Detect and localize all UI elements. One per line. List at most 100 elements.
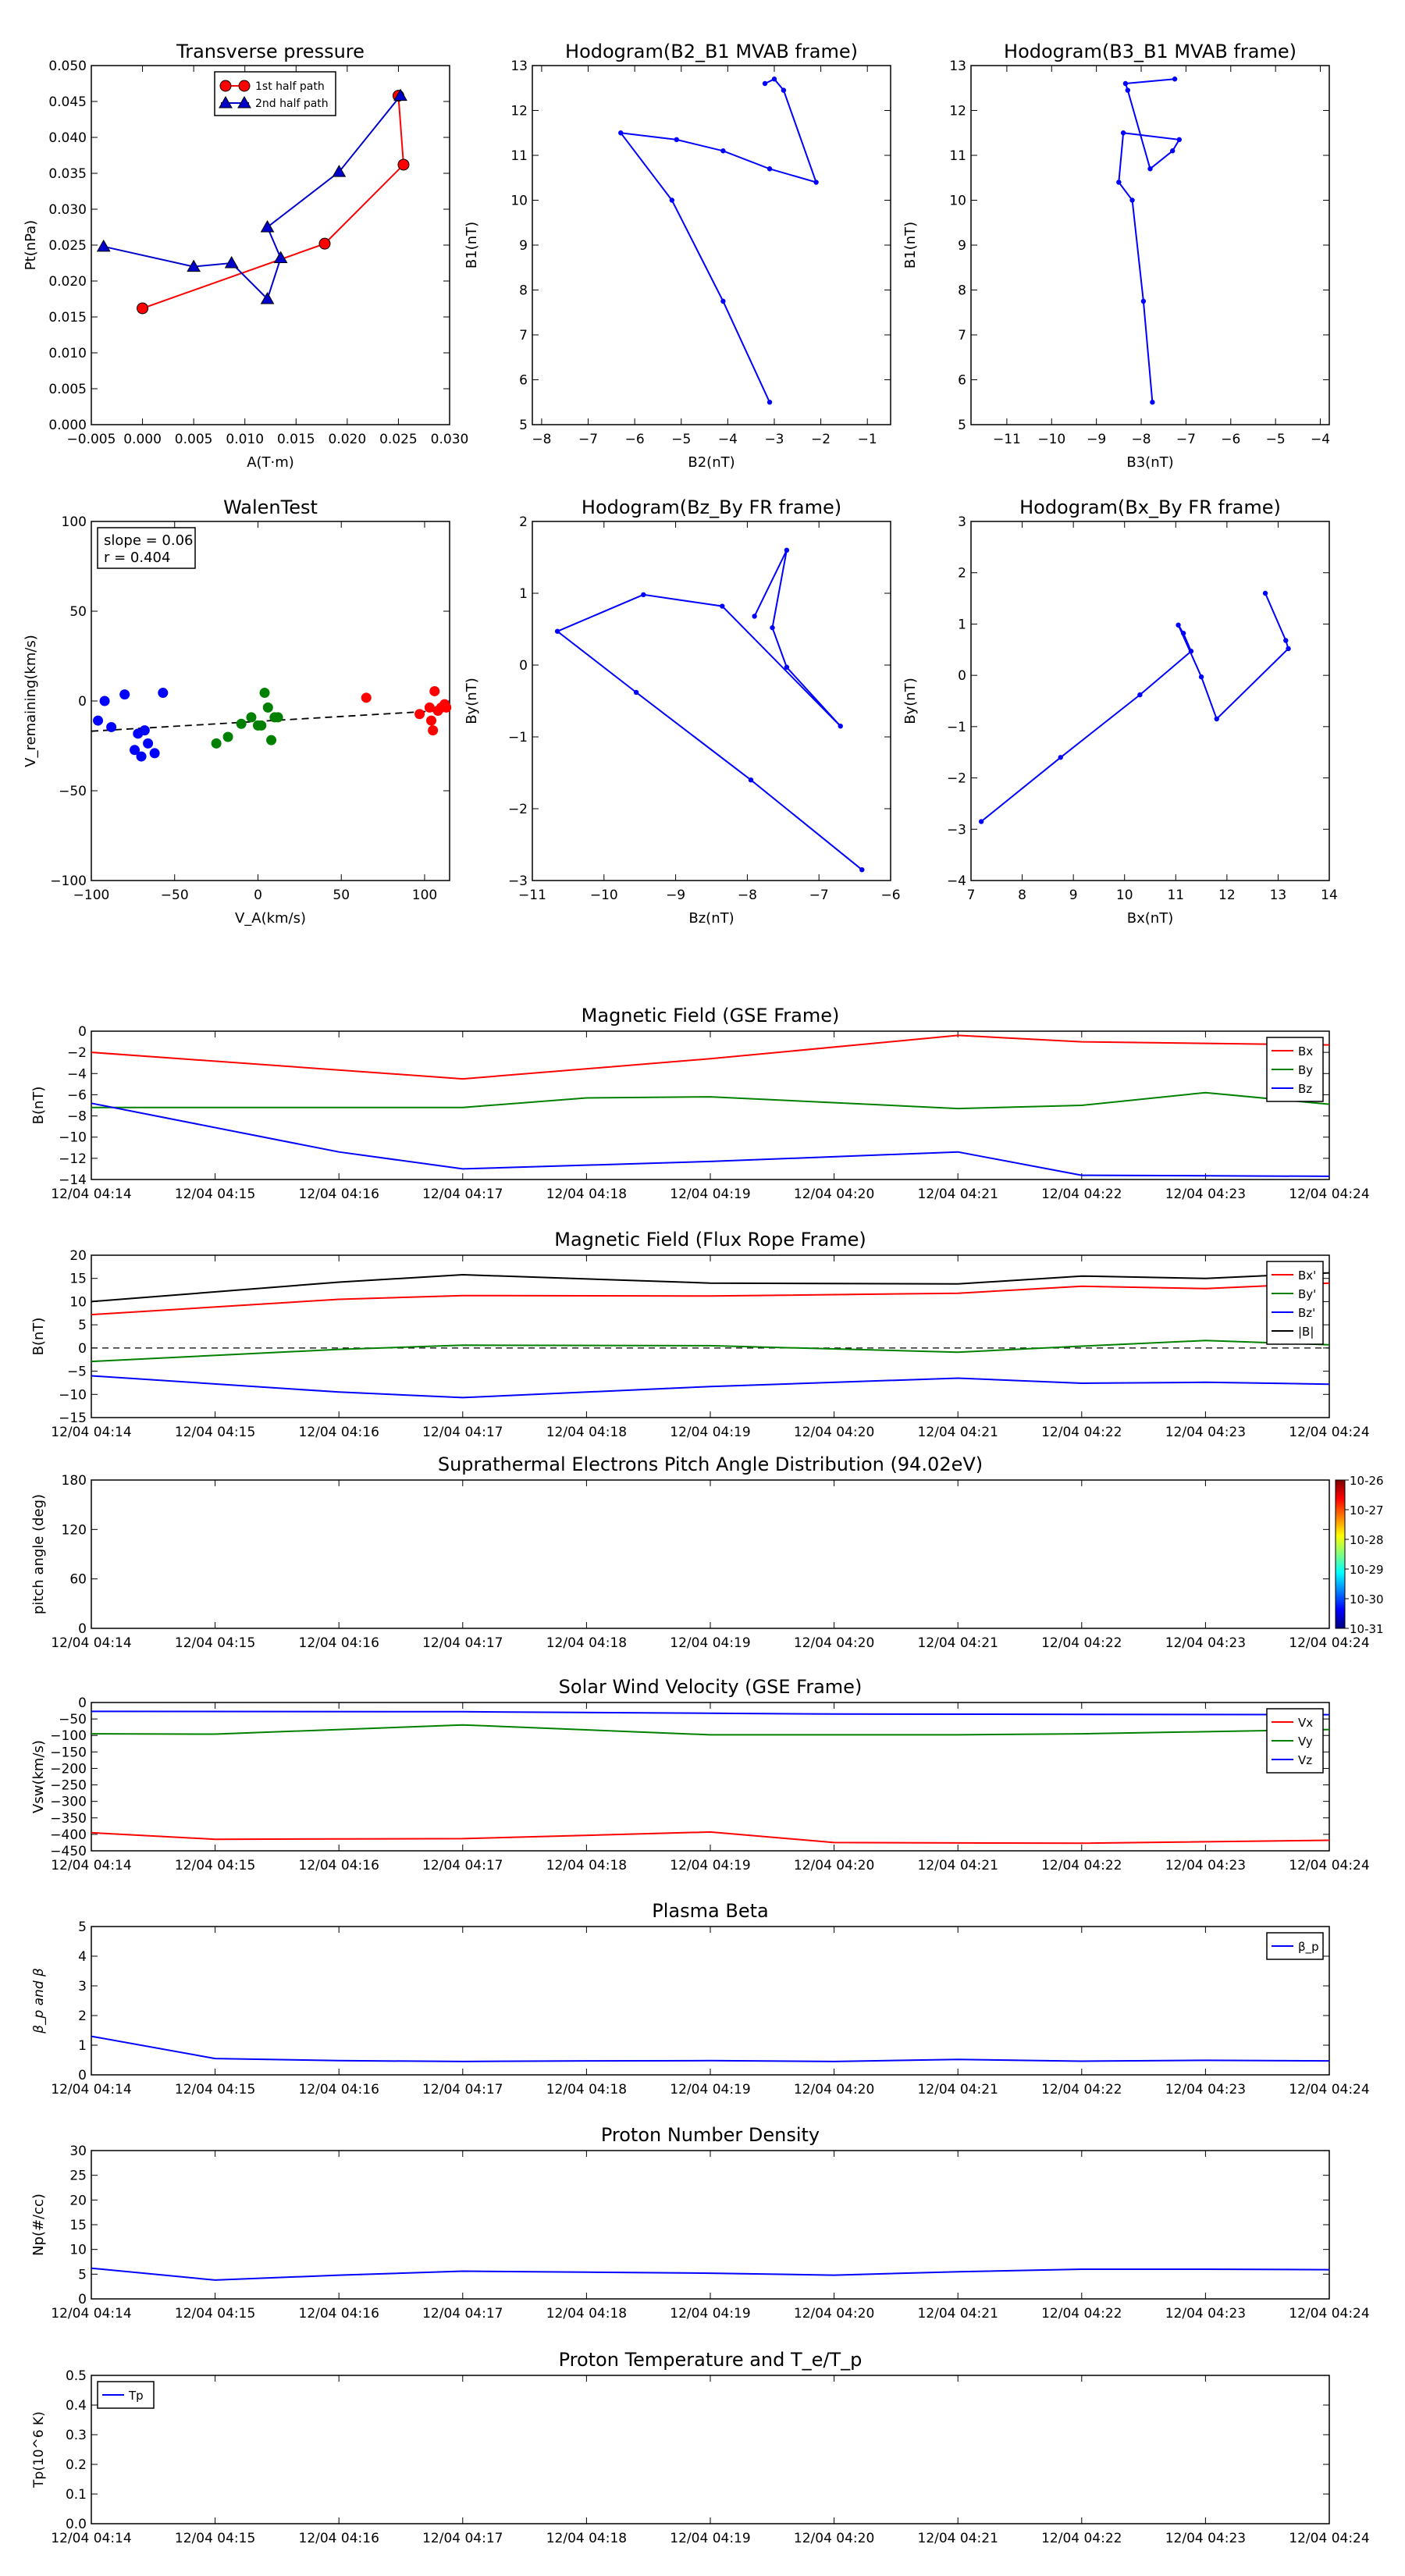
data-point [633, 689, 639, 696]
colorbar-label: 10-31 [1350, 1622, 1384, 1636]
x-tick-label: 12/04 04:20 [794, 1635, 874, 1651]
data-point [1283, 638, 1289, 643]
x-tick-label: 12/04 04:20 [794, 1187, 874, 1202]
x-tick-label: 12/04 04:15 [175, 1187, 255, 1202]
legend-label: |B| [1298, 1325, 1314, 1339]
colorbar-label: 10-28 [1350, 1533, 1384, 1547]
y-tick-label: 0.2 [66, 2457, 87, 2473]
x-tick-label: 12/04 04:21 [918, 1187, 998, 1202]
x-tick-label: 100 [412, 888, 437, 903]
y-tick-label: 50 [69, 604, 87, 620]
x-tick-label: 12/04 04:15 [175, 2306, 255, 2322]
y-tick-label: 10 [949, 194, 966, 209]
data-point [1116, 180, 1122, 185]
annotation-text: r = 0.404 [104, 550, 170, 566]
y-tick-label: −100 [50, 1728, 87, 1744]
data-point [119, 689, 130, 700]
y-tick-label: 30 [69, 2144, 87, 2159]
legend-marker [237, 95, 251, 109]
x-tick-label: 12/04 04:22 [1041, 1858, 1122, 1873]
data-point [762, 80, 768, 87]
x-tick-label: 12/04 04:14 [51, 2082, 131, 2097]
chart-title: Plasma Beta [652, 1900, 768, 1922]
data-point [784, 664, 790, 670]
data-point [224, 255, 239, 269]
y-axis-label: Tp(10^6 K) [31, 2411, 47, 2489]
x-tick-label: −0.005 [67, 432, 116, 447]
x-tick-label: 10 [1116, 888, 1133, 903]
x-tick-label: 12/04 04:21 [918, 1425, 998, 1440]
legend [214, 71, 336, 116]
legend-label: 2nd half path [255, 98, 329, 110]
y-tick-label: −50 [59, 784, 87, 799]
y-tick-label: 10 [69, 1294, 87, 1310]
y-tick-label: 0 [519, 658, 528, 674]
x-tick-label: 12/04 04:18 [546, 2531, 627, 2546]
x-tick-label: 0.020 [329, 432, 367, 447]
series-line [91, 1375, 1330, 1399]
x-axis-label: Bx(nT) [1127, 910, 1173, 927]
x-tick-label: −8 [1131, 432, 1151, 447]
y-tick-label: 0 [78, 2068, 87, 2083]
legend [1266, 1932, 1324, 1960]
y-tick-label: 0.050 [48, 59, 87, 74]
x-tick-label: 12/04 04:19 [670, 2306, 750, 2322]
y-tick-label: −300 [50, 1795, 87, 1810]
y-tick-label: 9 [519, 238, 528, 254]
x-tick-label: 12/04 04:21 [918, 2082, 998, 2097]
data-point [96, 239, 111, 252]
data-point [158, 688, 169, 699]
series-line [91, 1710, 1330, 1716]
y-tick-label: 0 [78, 2292, 87, 2307]
y-tick-label: 0.015 [48, 310, 87, 326]
x-tick-label: 12/04 04:16 [299, 1635, 379, 1651]
x-tick-label: −8 [738, 888, 757, 903]
data-point [133, 728, 144, 739]
data-point [256, 720, 267, 731]
x-tick-label: 12/04 04:16 [299, 2531, 379, 2546]
x-tick-label: 12/04 04:15 [175, 1635, 255, 1651]
data-point [1214, 716, 1219, 722]
x-tick-label: 12 [1218, 888, 1236, 903]
y-tick-label: −150 [50, 1745, 87, 1760]
x-tick-label: −4 [718, 432, 738, 447]
y-tick-label: −10 [59, 1387, 87, 1403]
x-tick-label: 12/04 04:14 [51, 2531, 131, 2546]
y-axis-label: V_remaining(km/s) [23, 635, 39, 767]
legend-label: Vz [1298, 1753, 1312, 1767]
data-point [361, 692, 372, 703]
x-tick-label: 12/04 04:20 [794, 1425, 874, 1440]
series-line [91, 2035, 1330, 2062]
chart-title: Hodogram(B2_B1 MVAB frame) [565, 41, 858, 62]
y-tick-label: 0 [78, 1621, 87, 1637]
x-tick-label: 12/04 04:23 [1165, 1858, 1246, 1873]
x-tick-label: 12/04 04:19 [670, 2531, 750, 2546]
x-tick-label: 12/04 04:22 [1041, 1425, 1122, 1440]
y-tick-label: −2 [947, 771, 966, 787]
data-point [143, 738, 154, 749]
y-tick-label: −4 [947, 873, 966, 889]
x-tick-label: 12/04 04:24 [1289, 2531, 1369, 2546]
data-point [1137, 692, 1143, 698]
y-tick-label: 3 [958, 514, 966, 530]
fit-line [91, 709, 450, 732]
y-tick-label: 0.0 [66, 2517, 87, 2532]
y-tick-label: −8 [67, 1109, 87, 1125]
y-tick-label: 8 [519, 283, 528, 299]
data-point [332, 165, 347, 177]
series-line [91, 1282, 1330, 1316]
y-axis-label: B(nT) [30, 1087, 47, 1125]
legend-label: Bz' [1298, 1306, 1315, 1320]
x-tick-label: −1 [858, 432, 877, 447]
y-tick-label: 13 [510, 59, 528, 74]
data-point [1198, 674, 1204, 680]
x-axis-label: B3(nT) [1126, 454, 1173, 471]
data-point [426, 715, 437, 726]
data-point [441, 702, 452, 713]
y-tick-label: 0.045 [48, 94, 87, 110]
data-point [222, 731, 233, 742]
legend-label: Vy [1298, 1735, 1313, 1749]
data-point [978, 819, 984, 824]
legend-marker [219, 80, 232, 92]
y-tick-label: 12 [949, 104, 966, 119]
